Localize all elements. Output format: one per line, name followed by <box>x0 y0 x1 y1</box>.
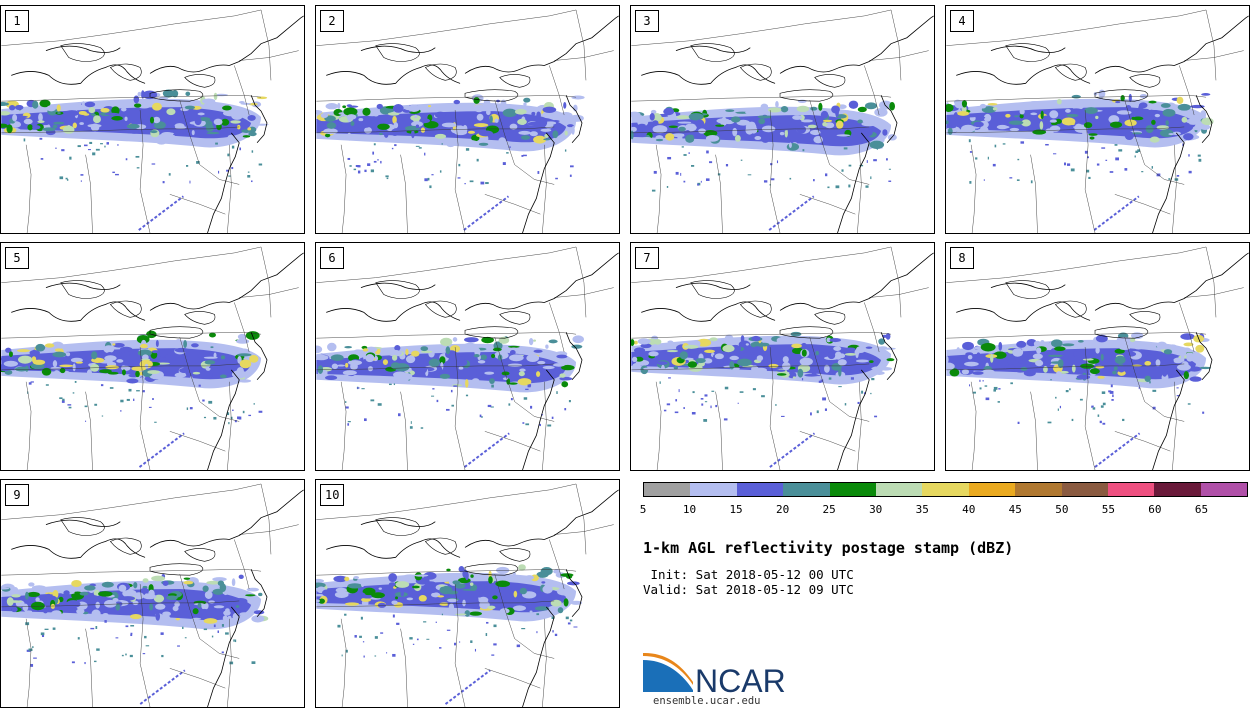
member-label: 6 <box>320 247 344 269</box>
colorbar-tick-label: 20 <box>775 503 790 516</box>
member-panel-10: 10 <box>315 479 620 708</box>
colorbar <box>643 482 1248 497</box>
member-label: 8 <box>950 247 974 269</box>
ensemble-url: ensemble.ucar.edu <box>653 695 761 707</box>
member-label: 9 <box>5 484 29 506</box>
colorbar-swatch <box>968 483 1016 496</box>
colorbar-tick-label: 30 <box>869 503 883 516</box>
colorbar-tick-label: 40 <box>962 503 976 516</box>
colorbar-swatch <box>1154 483 1201 496</box>
colorbar-swatch <box>1061 483 1108 496</box>
member-panel-2: 2 <box>315 5 620 234</box>
ncar-logo: NCAR <box>643 652 793 699</box>
reflectivity-map <box>631 243 934 470</box>
member-label: 2 <box>320 10 344 32</box>
colorbar-swatch <box>1015 483 1062 496</box>
member-label: 10 <box>320 484 345 506</box>
colorbar-swatch <box>829 483 876 496</box>
colorbar-tick-label: 50 <box>1055 503 1069 516</box>
member-panel-7: 7 <box>630 242 935 471</box>
reflectivity-map <box>631 6 934 233</box>
reflectivity-map <box>1 243 304 470</box>
reflectivity-map <box>316 243 619 470</box>
plot-title: 1-km AGL reflectivity postage stamp (dBZ… <box>643 539 1014 557</box>
reflectivity-map <box>1 480 304 707</box>
colorbar-tick-label: 25 <box>822 503 836 516</box>
logo-text: NCAR <box>695 663 786 696</box>
valid-time: Valid: Sat 2018-05-12 09 UTC <box>643 582 854 597</box>
colorbar-tick-label: 10 <box>682 503 697 516</box>
member-panel-5: 5 <box>0 242 305 471</box>
colorbar-swatch <box>1200 483 1248 496</box>
colorbar-swatch <box>922 483 969 496</box>
member-label: 7 <box>635 247 659 269</box>
colorbar-tick-label: 45 <box>1008 503 1022 516</box>
colorbar-swatch <box>875 483 923 496</box>
reflectivity-map <box>946 243 1249 470</box>
reflectivity-map <box>316 6 619 233</box>
colorbar-swatch <box>644 483 691 496</box>
ncar-logo-mark: NCAR <box>643 652 786 699</box>
colorbar-tick-label: 55 <box>1101 503 1115 516</box>
reflectivity-map <box>316 480 619 707</box>
colorbar-tick-label: 15 <box>729 503 743 516</box>
reflectivity-map <box>1 6 304 233</box>
colorbar-tick-label: 35 <box>915 503 929 516</box>
colorbar-swatch <box>736 483 784 496</box>
member-label: 5 <box>5 247 29 269</box>
colorbar-tick-label: 60 <box>1148 503 1162 516</box>
colorbar-swatch <box>1107 483 1155 496</box>
member-panel-6: 6 <box>315 242 620 471</box>
init-time: Init: Sat 2018-05-12 00 UTC <box>643 567 854 582</box>
member-label: 1 <box>5 10 29 32</box>
member-panel-8: 8 <box>945 242 1250 471</box>
member-label: 4 <box>950 10 974 32</box>
member-label: 3 <box>635 10 659 32</box>
colorbar-swatch <box>783 483 830 496</box>
member-panel-3: 3 <box>630 5 935 234</box>
member-panel-9: 9 <box>0 479 305 708</box>
colorbar-tick-label: 5 <box>639 503 647 516</box>
colorbar-tick-label: 65 <box>1194 503 1209 516</box>
colorbar-swatch <box>690 483 737 496</box>
reflectivity-map <box>946 6 1249 233</box>
member-panel-1: 1 <box>0 5 305 234</box>
member-panel-4: 4 <box>945 5 1250 234</box>
